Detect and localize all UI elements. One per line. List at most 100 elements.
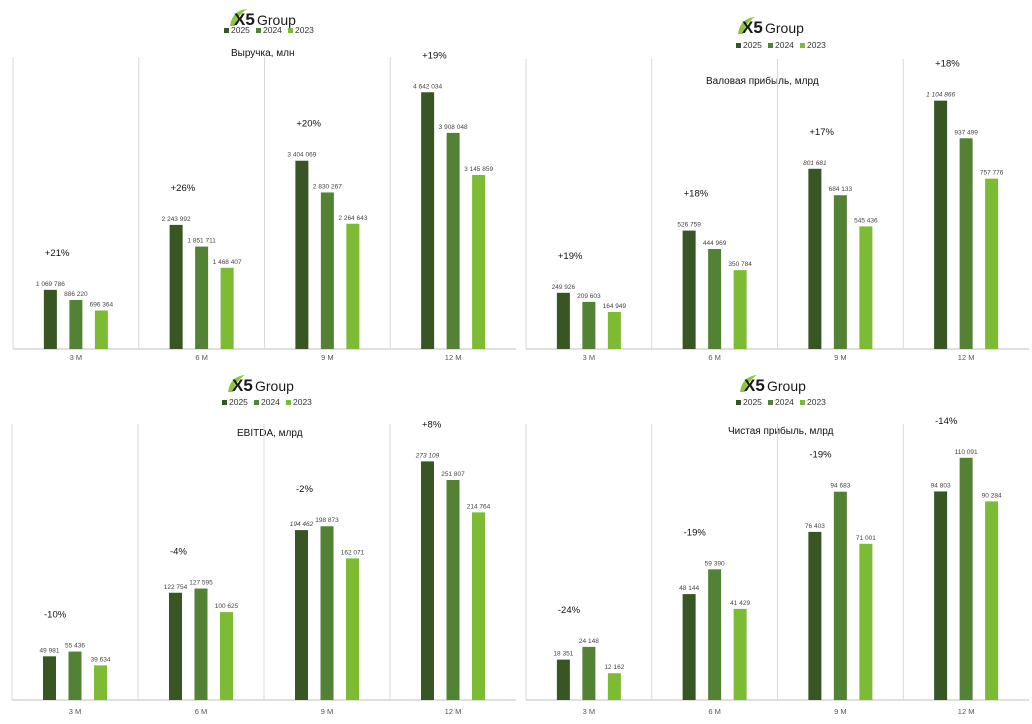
leaf-icon <box>740 375 757 392</box>
data-label: 214 764 <box>467 503 491 510</box>
bar-2024-0 <box>69 299 83 349</box>
net-profit-chart: X5 Group 2025 2024 2023 Чистая прибыль, млрд 1… <box>525 375 1029 716</box>
legend-swatch-2025 <box>736 43 741 48</box>
logo-group: Group <box>255 378 294 394</box>
legend-label-2023: 2023 <box>807 40 826 50</box>
growth-label: +26% <box>171 183 196 194</box>
bar-2025-3 <box>421 461 434 700</box>
data-label: 251 807 <box>441 471 465 478</box>
bar-2025-2 <box>808 531 822 700</box>
data-label: 3 145 859 <box>464 166 493 173</box>
data-label: 273 109 <box>415 452 440 459</box>
growth-label: -4% <box>170 547 187 558</box>
logo-group: Group <box>765 20 804 36</box>
logo-x5: X5 <box>742 18 763 37</box>
data-label: 39 634 <box>91 656 111 663</box>
chart-title: Валовая прибыль, млрд <box>706 75 819 87</box>
bar-2024-2 <box>320 192 334 349</box>
data-label: 100 625 <box>215 603 239 610</box>
category-label: 3 М <box>583 353 596 362</box>
bar-2024-3 <box>959 457 973 700</box>
legend-label-2025: 2025 <box>743 397 762 407</box>
bar-2025-3 <box>934 491 948 700</box>
growth-label: -19% <box>684 527 707 538</box>
bar-2025-0 <box>43 289 57 349</box>
x5-logo: X5 Group <box>738 17 804 37</box>
legend-swatch-2024 <box>768 43 773 48</box>
growth-label: -14% <box>935 416 958 427</box>
chart-title: Выручка, млн <box>231 48 294 59</box>
data-label: 3 908 048 <box>439 124 468 131</box>
bar-2023-2 <box>346 558 359 700</box>
data-label: 90 284 <box>982 492 1002 499</box>
bar-2023-1 <box>733 270 747 349</box>
bar-2023-3 <box>472 512 485 700</box>
legend-swatch-2023 <box>288 28 293 33</box>
data-label: 3 404 069 <box>287 152 316 159</box>
bar-2025-3 <box>934 100 948 349</box>
logo-x5: X5 <box>234 10 255 29</box>
data-label: 937 499 <box>954 129 978 136</box>
data-label: 198 873 <box>315 517 339 524</box>
data-label: 209 603 <box>577 293 601 300</box>
growth-label: -10% <box>44 610 67 621</box>
legend-label-2024: 2024 <box>261 397 280 407</box>
bar-2025-3 <box>421 92 435 350</box>
category-label: 12 М <box>445 707 462 716</box>
legend-label-2024: 2024 <box>775 397 794 407</box>
growth-label: +8% <box>422 419 442 430</box>
legend-swatch-2023 <box>800 400 805 405</box>
bar-2025-1 <box>682 594 696 700</box>
data-label: 249 926 <box>552 284 576 291</box>
bar-2023-2 <box>859 226 873 349</box>
gross-profit-chart: X5 Group 2025 2024 2023 Валовая прибыль, млрд… <box>525 17 1029 362</box>
data-label: 76 403 <box>805 523 825 530</box>
logo-group: Group <box>257 12 296 28</box>
bar-2023-1 <box>733 608 747 700</box>
data-label: 12 162 <box>604 664 624 671</box>
data-label: 350 784 <box>728 261 752 268</box>
leaf-icon <box>738 17 755 34</box>
growth-label: +19% <box>558 251 583 262</box>
data-label: 55 436 <box>65 643 85 650</box>
x5-logo: X5 Group <box>228 375 294 395</box>
bar-2025-0 <box>556 659 570 700</box>
legend-label-2023: 2023 <box>807 397 826 407</box>
bar-2023-3 <box>472 175 486 349</box>
ebitda-chart: X5 Group 2025 2024 2023 EBITDA, млрд 49 981 55 … <box>11 375 516 716</box>
logo-x5: X5 <box>232 376 253 395</box>
category-label: 3 М <box>70 353 83 362</box>
bar-2024-0 <box>68 651 82 700</box>
data-label: 2 243 992 <box>162 216 191 223</box>
bar-2024-0 <box>582 646 596 700</box>
data-label: 757 776 <box>980 170 1004 177</box>
data-label: 194 462 <box>290 521 314 528</box>
bar-2024-2 <box>833 491 847 700</box>
category-label: 6 М <box>195 707 208 716</box>
data-label: 444 969 <box>703 240 727 247</box>
data-label: 94 683 <box>830 483 850 490</box>
category-label: 3 М <box>69 707 82 716</box>
category-label: 12 М <box>958 707 975 716</box>
data-label: 2 830 267 <box>313 183 342 190</box>
legend: 2025 2024 2023 <box>736 40 826 50</box>
legend-swatch-2025 <box>222 400 227 405</box>
bar-2024-3 <box>959 138 973 349</box>
legend-swatch-2024 <box>256 28 261 33</box>
data-label: 41 429 <box>730 600 750 607</box>
category-label: 12 М <box>958 353 975 362</box>
legend-swatch-2023 <box>286 400 291 405</box>
bar-2024-1 <box>708 248 722 349</box>
bar-2025-2 <box>295 160 309 349</box>
x5-logo: X5 Group <box>740 375 806 395</box>
category-label: 9 М <box>321 353 334 362</box>
bar-2024-0 <box>582 301 596 349</box>
data-label: 1 468 407 <box>213 259 242 266</box>
category-label: 6 М <box>708 353 721 362</box>
bar-2024-1 <box>195 246 209 349</box>
data-label: 545 436 <box>854 217 878 224</box>
growth-label: -19% <box>809 450 832 461</box>
data-label: 1 851 711 <box>187 238 216 245</box>
legend: 2025 2024 2023 <box>736 397 826 407</box>
